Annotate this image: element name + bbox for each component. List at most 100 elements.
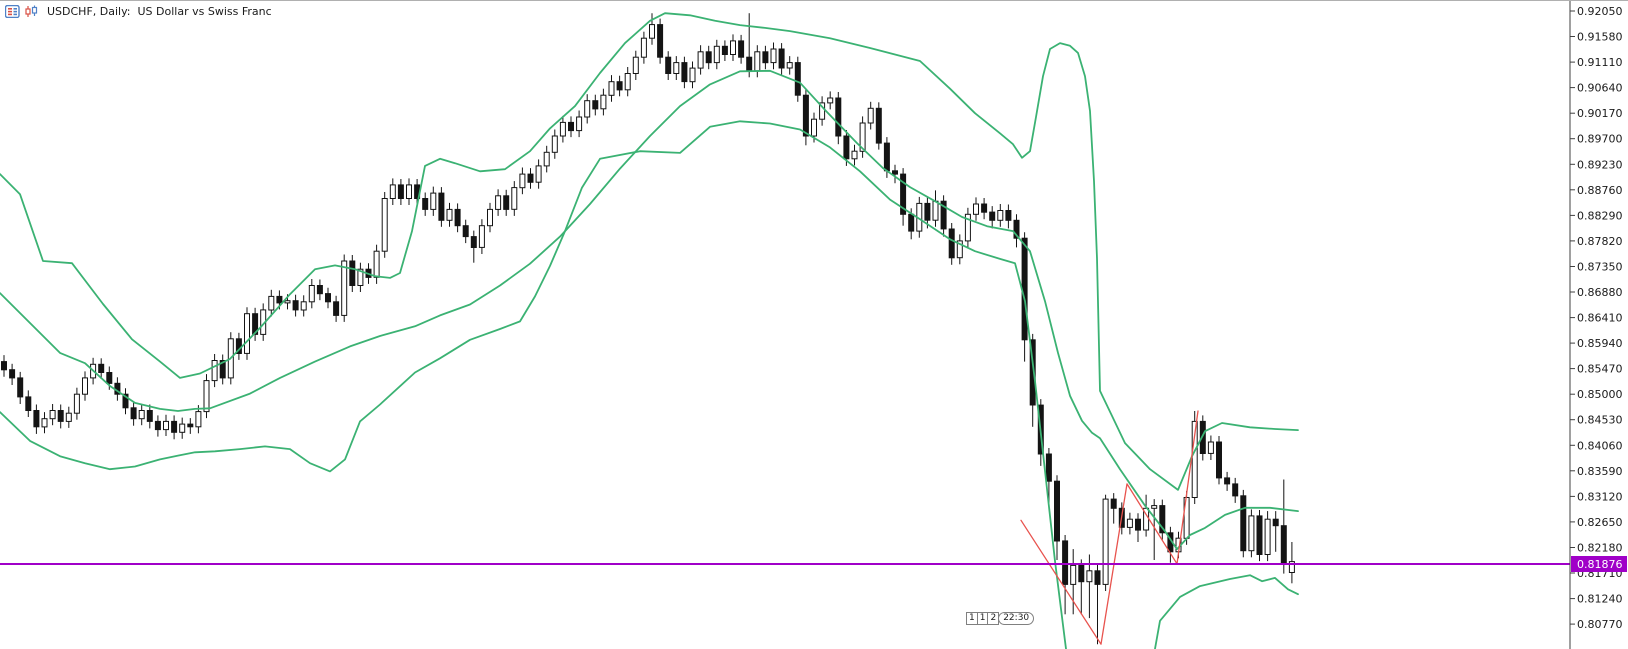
bull-candle	[690, 68, 695, 82]
bull-candle	[1152, 506, 1157, 509]
bear-candle	[722, 46, 727, 54]
axis-tick-label: 0.86880	[1577, 286, 1623, 299]
bull-candle	[488, 209, 493, 225]
bear-candle	[18, 378, 23, 397]
bull-candle	[245, 314, 250, 354]
price-axis[interactable]: 0.920500.915800.911100.906400.901700.897…	[1570, 1, 1628, 649]
bear-candle	[147, 411, 152, 422]
bear-candle	[763, 52, 768, 63]
bull-candle	[431, 193, 436, 209]
bear-candle	[317, 286, 322, 294]
bull-candle	[787, 63, 792, 68]
chart-title: USDCHF, Daily: US Dollar vs Swiss Franc	[47, 5, 272, 18]
bear-candle	[34, 411, 39, 427]
bear-candle	[1217, 442, 1222, 478]
bear-candle	[682, 63, 687, 82]
bear-candle	[172, 421, 177, 432]
bull-candle	[66, 413, 71, 421]
bull-candle	[74, 394, 79, 413]
bull-candle	[309, 286, 314, 302]
bull-candle	[577, 117, 582, 131]
bear-candle	[439, 193, 444, 220]
bull-candle	[755, 52, 760, 71]
axis-tick-label: 0.81240	[1577, 593, 1623, 606]
bear-candle	[1055, 481, 1060, 541]
bear-candle	[463, 226, 468, 237]
bull-candle	[698, 52, 703, 68]
bull-candle	[544, 152, 549, 166]
bear-candle	[1063, 541, 1068, 585]
bull-candle	[1103, 499, 1108, 584]
bear-candle	[593, 101, 598, 109]
bear-candle	[26, 397, 31, 411]
bull-candle	[382, 199, 387, 252]
chart-header: USDCHF, Daily: US Dollar vs Swiss Franc	[5, 5, 272, 18]
bull-candle	[1127, 519, 1132, 527]
bear-candle	[1225, 478, 1230, 484]
axis-tick-label: 0.82650	[1577, 516, 1623, 529]
bear-candle	[334, 302, 339, 316]
bear-candle	[779, 49, 784, 68]
bull-candle	[536, 166, 541, 182]
time-axis-label[interactable]: 1 1 2 22:30	[966, 612, 1034, 625]
bear-candle	[2, 362, 7, 370]
bear-candle	[155, 421, 160, 429]
axis-tick-label: 0.85940	[1577, 337, 1623, 350]
bear-candle	[423, 199, 428, 210]
bull-candle	[212, 361, 217, 381]
bull-candle	[852, 151, 857, 159]
bear-candle	[1136, 519, 1141, 530]
bull-candle	[269, 296, 274, 310]
bull-candle	[731, 41, 736, 55]
bull-candle	[196, 412, 201, 427]
bear-candle	[398, 185, 403, 199]
bear-candle	[1233, 484, 1238, 496]
axis-tick-label: 0.91580	[1577, 31, 1623, 44]
candlestick-chart-icon[interactable]	[24, 5, 39, 18]
bull-candle	[1265, 519, 1270, 554]
bull-candle	[868, 108, 873, 123]
bull-candle	[771, 49, 776, 63]
axis-tick-label: 0.89230	[1577, 158, 1623, 171]
bear-candle	[795, 63, 800, 96]
axis-tick-label: 0.89700	[1577, 133, 1623, 146]
bull-candle	[520, 174, 525, 188]
price-tag-label: 0.81876	[1577, 558, 1623, 571]
bear-candle	[107, 373, 112, 384]
axis-tick-label: 0.88760	[1577, 184, 1623, 197]
axis-tick-label: 0.84530	[1577, 414, 1623, 427]
axis-tick-label: 0.88290	[1577, 209, 1623, 222]
bull-candle	[204, 381, 209, 412]
bull-candle	[42, 419, 47, 427]
time-label-bubble: 22:30	[998, 612, 1034, 625]
bull-candle	[1071, 565, 1076, 584]
bear-candle	[1273, 519, 1278, 526]
bull-candle	[50, 411, 55, 419]
bear-candle	[747, 57, 752, 71]
bull-candle	[139, 411, 144, 419]
data-window-icon[interactable]	[5, 5, 20, 18]
bull-candle	[812, 119, 817, 136]
bear-candle	[1257, 516, 1262, 555]
bear-candle	[277, 296, 282, 303]
bear-candle	[949, 229, 954, 258]
axis-tick-label: 0.87350	[1577, 261, 1623, 274]
bull-candle	[552, 136, 557, 152]
bear-candle	[658, 25, 663, 58]
bull-candle	[496, 196, 501, 210]
axis-tick-label: 0.85000	[1577, 388, 1623, 401]
bear-candle	[10, 370, 15, 378]
bear-candle	[1111, 499, 1116, 508]
bull-candle	[633, 57, 638, 73]
bear-candle	[876, 108, 881, 143]
bear-candle	[99, 364, 104, 372]
bull-candle	[998, 211, 1003, 221]
axis-tick-label: 0.90640	[1577, 82, 1623, 95]
bear-candle	[326, 294, 331, 302]
bear-candle	[528, 174, 533, 182]
axis-tick-label: 0.92050	[1577, 5, 1623, 18]
bull-candle	[585, 101, 590, 117]
bull-candle	[641, 38, 646, 57]
